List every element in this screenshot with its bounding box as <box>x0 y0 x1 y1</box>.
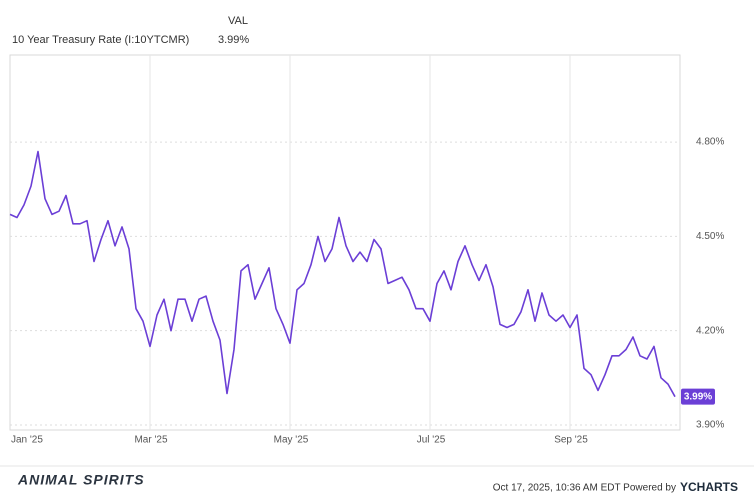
value-badge <box>681 388 715 405</box>
footer-logo: ANIMAL SPIRITS <box>17 472 145 488</box>
y-tick-label: 4.50% <box>696 231 724 242</box>
footer-timestamp: Oct 17, 2025, 10:36 AM EDT Powered by <box>493 483 676 494</box>
y-tick-label: 4.20% <box>696 325 724 336</box>
x-tick-label: May '25 <box>274 435 309 446</box>
line-series <box>9 150 676 398</box>
x-tick-label: Jul '25 <box>417 435 446 446</box>
value-label: 3.99% <box>684 391 712 402</box>
x-tick-label: Mar '25 <box>134 435 167 446</box>
plot-frame <box>9 54 681 431</box>
legend-header: VAL <box>228 15 248 27</box>
x-tick-label: Jan '25 <box>11 435 43 446</box>
y-tick-label: 4.80% <box>696 137 724 148</box>
legend-value: 3.99% <box>218 34 249 46</box>
y-tick-label: 3.90% <box>696 420 724 431</box>
x-tick-label: Sep '25 <box>554 435 588 446</box>
footer-brand: YCHARTS <box>680 480 738 494</box>
legend-series-name: 10 Year Treasury Rate (I:10YTCMR) <box>12 34 189 46</box>
